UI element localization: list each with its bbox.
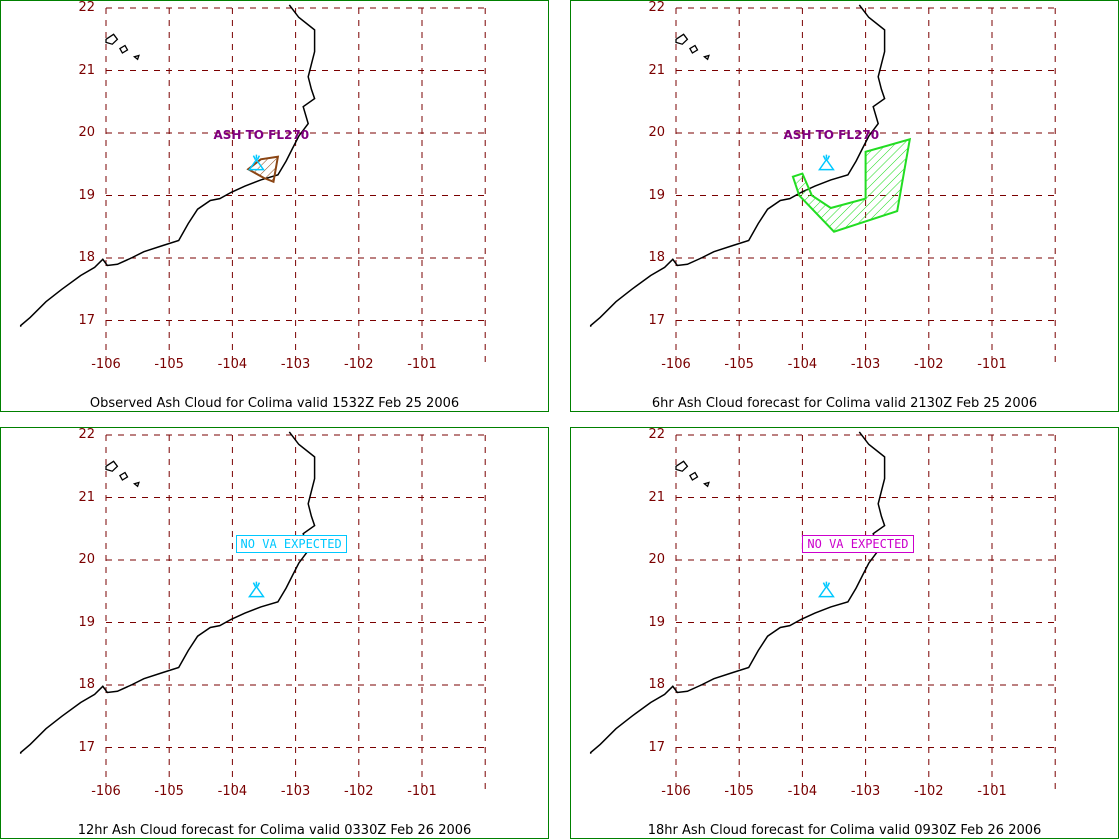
- volcano-icon: [817, 154, 835, 171]
- lat-tick-label: 18: [648, 677, 665, 692]
- coastline: [19, 4, 316, 327]
- map-forecast-12hr: [19, 431, 489, 790]
- lat-tick-label: 20: [648, 125, 665, 140]
- lat-tick-label: 19: [78, 614, 95, 630]
- island: [702, 481, 710, 488]
- ash-altitude-label: ASH TO FL270: [783, 128, 880, 143]
- island: [689, 471, 699, 481]
- coastline: [589, 431, 886, 754]
- lat-tick-label: 18: [78, 250, 95, 265]
- lat-tick-label: 19: [648, 614, 665, 630]
- lat-tick-label: 22: [648, 427, 665, 442]
- map-forecast-6hr: [589, 4, 1059, 363]
- caption-observed: Observed Ash Cloud for Colima valid 1532…: [89, 396, 460, 411]
- lat-tick-label: 17: [78, 739, 95, 755]
- coastline: [19, 431, 316, 754]
- lon-tick-label: -106: [91, 357, 121, 372]
- island: [105, 460, 119, 472]
- caption-forecast-12hr: 12hr Ash Cloud forecast for Colima valid…: [77, 823, 472, 838]
- caption-forecast-18hr: 18hr Ash Cloud forecast for Colima valid…: [647, 823, 1042, 838]
- lon-tick-label: -104: [787, 357, 818, 372]
- caption-forecast-6hr: 6hr Ash Cloud forecast for Colima valid …: [651, 396, 1038, 411]
- island: [702, 54, 710, 61]
- panel-forecast-12hr: 12hr Ash Cloud forecast for Colima valid…: [0, 427, 549, 839]
- lon-tick-label: -101: [977, 784, 1007, 799]
- lon-tick-label: -101: [407, 357, 437, 372]
- lat-tick-label: 18: [648, 250, 665, 265]
- lon-tick-label: -103: [280, 357, 311, 372]
- island: [675, 33, 689, 45]
- volcano-icon: [247, 581, 265, 598]
- island: [689, 44, 699, 54]
- map-forecast-18hr: [589, 431, 1059, 790]
- island: [132, 54, 140, 61]
- no-va-expected-label: NO VA EXPECTED: [802, 535, 914, 554]
- lon-tick-label: -106: [91, 784, 121, 799]
- lat-tick-label: 22: [78, 427, 95, 442]
- map-observed: [19, 4, 489, 363]
- lon-tick-label: -103: [850, 357, 881, 372]
- coastline: [589, 4, 886, 327]
- lon-tick-label: -105: [724, 784, 754, 799]
- ash-altitude-label: ASH TO FL270: [213, 128, 310, 143]
- panel-forecast-18hr: 18hr Ash Cloud forecast for Colima valid…: [570, 427, 1119, 839]
- volcano-icon: [247, 154, 265, 171]
- lat-tick-label: 17: [648, 312, 665, 328]
- lat-tick-label: 21: [648, 62, 665, 78]
- lat-tick-label: 17: [78, 312, 95, 328]
- lon-tick-label: -106: [661, 357, 691, 372]
- lon-tick-label: -103: [850, 784, 881, 799]
- volcano-icon: [817, 581, 835, 598]
- lon-tick-label: -101: [407, 784, 437, 799]
- lon-tick-label: -105: [724, 357, 754, 372]
- lat-tick-label: 21: [648, 489, 665, 505]
- lat-tick-label: 22: [648, 0, 665, 15]
- lon-tick-label: -106: [661, 784, 691, 799]
- lat-tick-label: 17: [648, 739, 665, 755]
- lon-tick-label: -102: [914, 784, 944, 799]
- lat-tick-label: 19: [648, 187, 665, 203]
- island: [675, 460, 689, 472]
- lon-tick-label: -101: [977, 357, 1007, 372]
- lon-tick-label: -102: [914, 357, 944, 372]
- lat-tick-label: 20: [648, 552, 665, 567]
- lon-tick-label: -104: [217, 357, 248, 372]
- lat-tick-label: 20: [78, 552, 95, 567]
- lat-tick-label: 18: [78, 677, 95, 692]
- lon-tick-label: -103: [280, 784, 311, 799]
- no-va-expected-label: NO VA EXPECTED: [235, 535, 347, 554]
- lon-tick-label: -102: [344, 784, 374, 799]
- ash-cloud-polygon: [791, 137, 912, 233]
- lat-tick-label: 21: [78, 489, 95, 505]
- island: [132, 481, 140, 488]
- lat-tick-label: 20: [78, 125, 95, 140]
- island: [105, 33, 119, 45]
- lat-tick-label: 22: [78, 0, 95, 15]
- lon-tick-label: -105: [154, 357, 184, 372]
- lat-tick-label: 21: [78, 62, 95, 78]
- lat-tick-label: 19: [78, 187, 95, 203]
- lon-tick-label: -102: [344, 357, 374, 372]
- island: [119, 44, 129, 54]
- panel-observed: Observed Ash Cloud for Colima valid 1532…: [0, 0, 549, 412]
- lon-tick-label: -104: [217, 784, 248, 799]
- panel-forecast-6hr: 6hr Ash Cloud forecast for Colima valid …: [570, 0, 1119, 412]
- island: [119, 471, 129, 481]
- lon-tick-label: -105: [154, 784, 184, 799]
- lon-tick-label: -104: [787, 784, 818, 799]
